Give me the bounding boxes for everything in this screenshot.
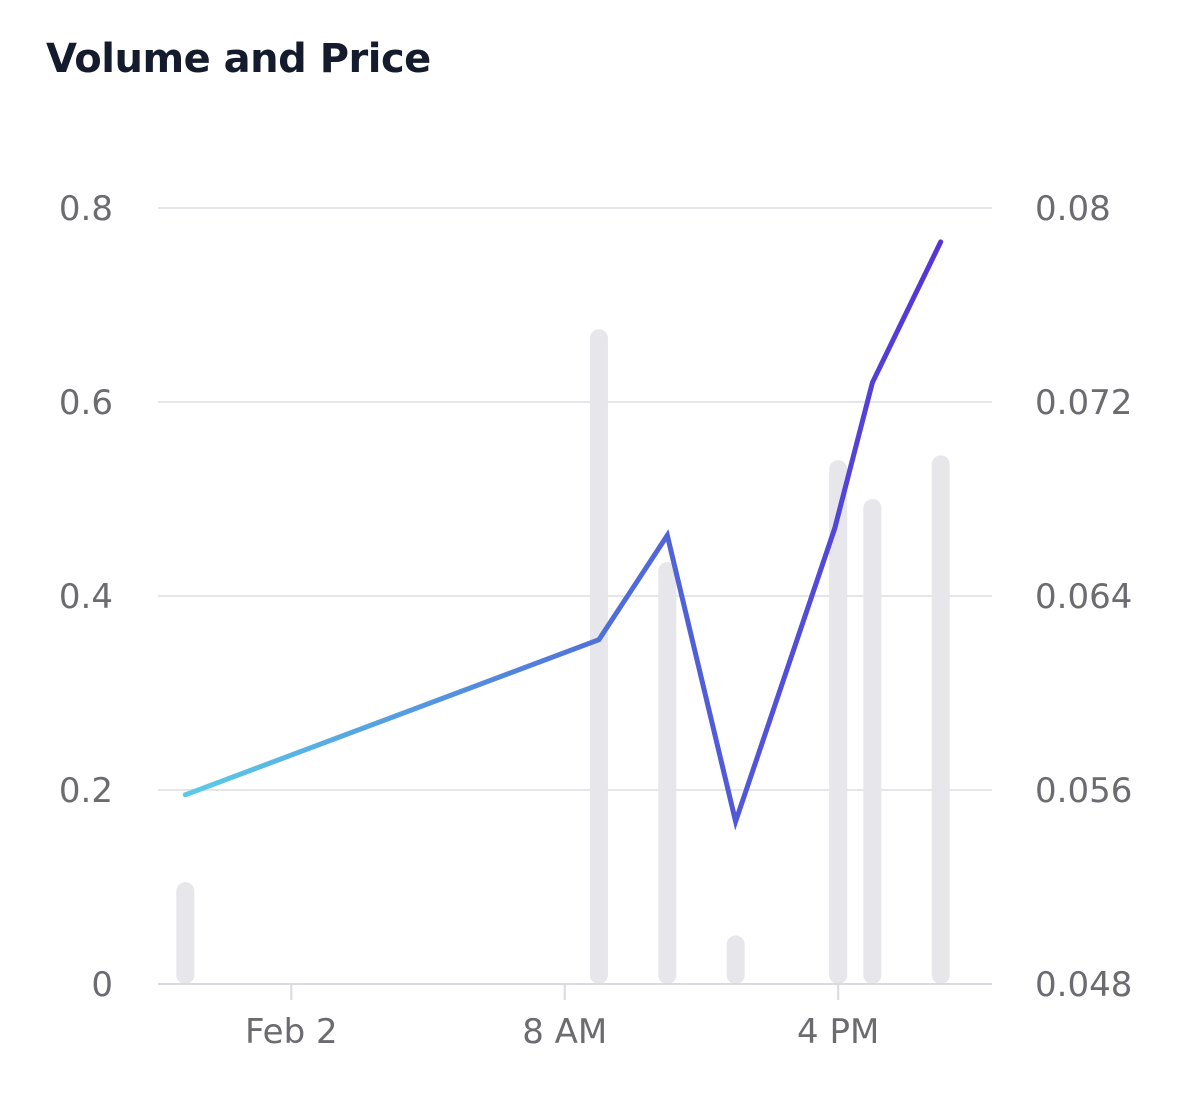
volume-bar xyxy=(176,882,195,984)
price-line xyxy=(182,239,944,831)
volume-bar xyxy=(931,455,950,985)
left-y-tick-label: 0.8 xyxy=(59,189,113,229)
x-tick-label: Feb 2 xyxy=(245,1012,338,1052)
right-y-tick-label: 0.072 xyxy=(1035,383,1132,423)
volume-bars xyxy=(176,329,950,985)
price-line-layer xyxy=(182,239,944,831)
volume-bar xyxy=(863,499,882,984)
grid-lines xyxy=(158,207,992,791)
x-axis xyxy=(158,983,992,1000)
left-y-tick-label: 0.2 xyxy=(59,771,113,811)
x-tick-label: 8 AM xyxy=(522,1012,607,1052)
volume-bar xyxy=(726,935,745,984)
volume-bar xyxy=(829,460,848,984)
right-y-tick-label: 0.056 xyxy=(1035,771,1132,811)
right-y-tick-label: 0.08 xyxy=(1035,189,1111,229)
volume-bar xyxy=(589,329,608,984)
x-tick-label: 4 PM xyxy=(797,1012,879,1052)
left-y-tick-label: 0 xyxy=(91,965,113,1005)
left-y-tick-label: 0.6 xyxy=(59,383,113,423)
right-y-axis-labels: 0.048 0.056 0.064 0.072 0.08 xyxy=(1035,189,1132,1005)
volume-bar xyxy=(658,562,677,984)
chart-title: Volume and Price xyxy=(46,36,431,82)
right-y-tick-label: 0.048 xyxy=(1035,965,1132,1005)
right-y-tick-label: 0.064 xyxy=(1035,577,1132,617)
x-axis-labels: Feb 2 8 AM 4 PM xyxy=(245,1012,879,1052)
left-y-axis-labels: 0 0.2 0.4 0.6 0.8 xyxy=(59,189,113,1005)
left-y-tick-label: 0.4 xyxy=(59,577,113,617)
